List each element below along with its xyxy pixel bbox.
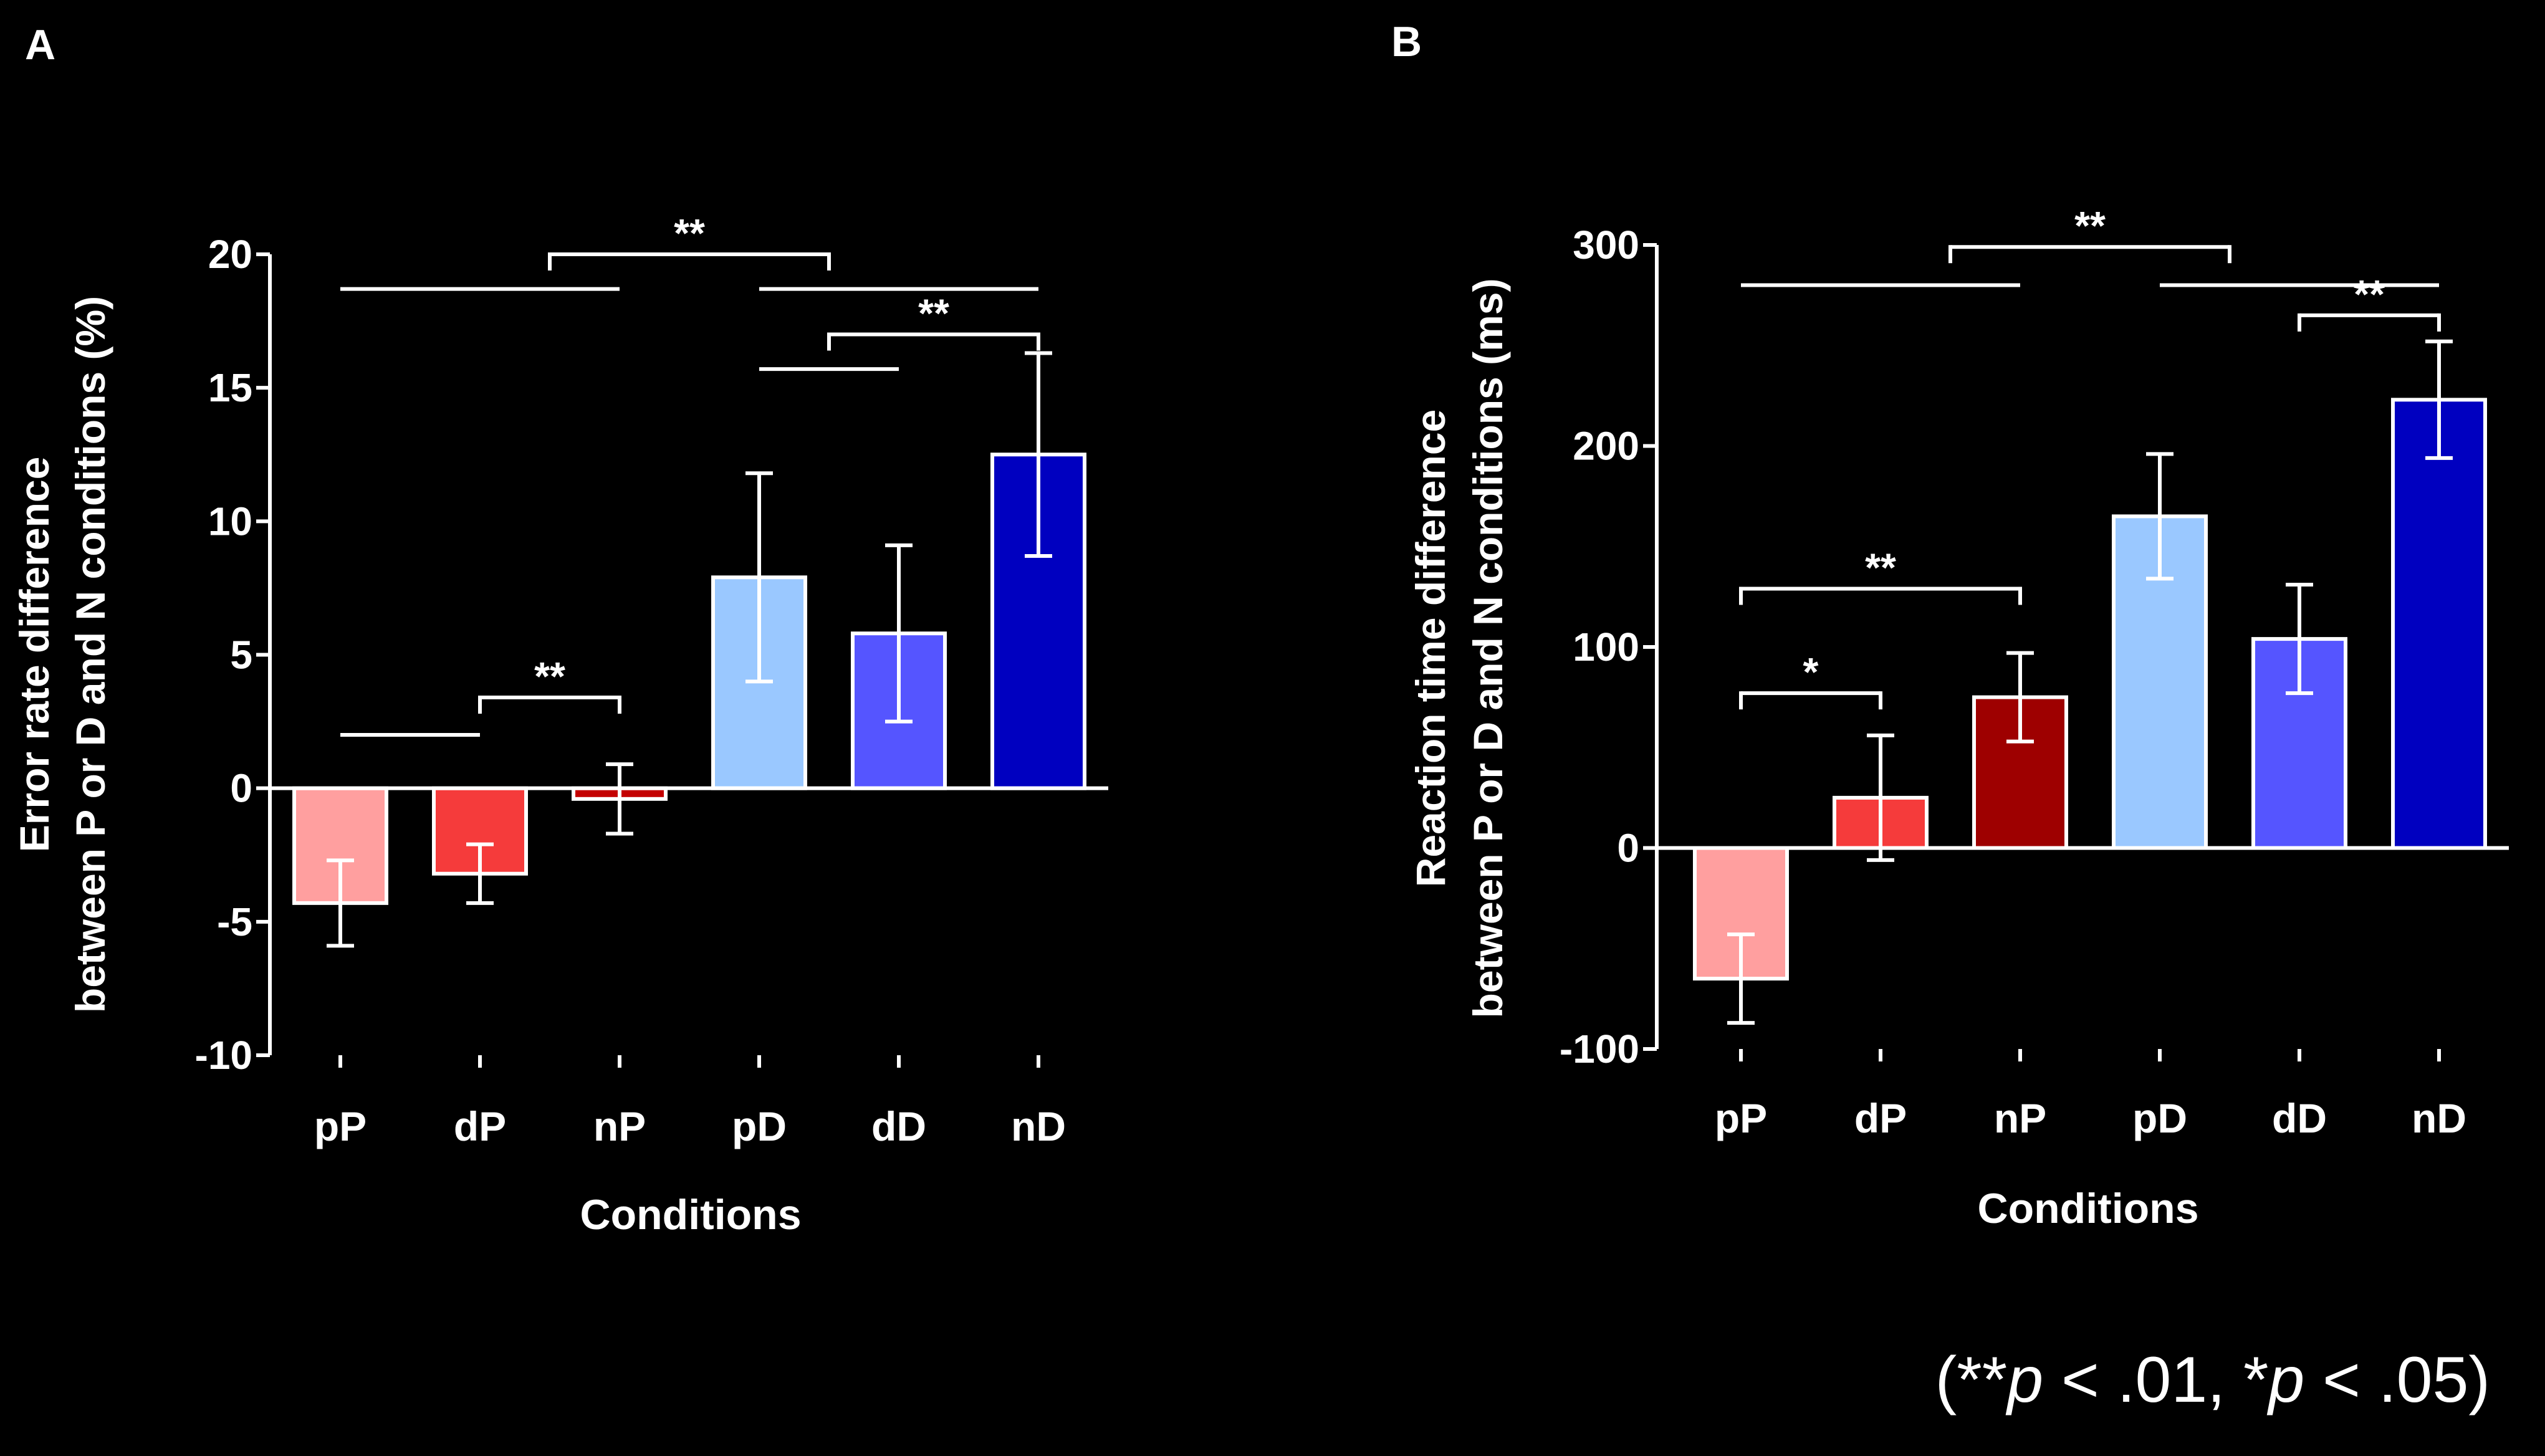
y-tick-label: 0 bbox=[230, 766, 252, 811]
y-tick-label: -10 bbox=[195, 1033, 253, 1078]
significance-label: ** bbox=[918, 291, 949, 336]
x-tick-label-dD: dD bbox=[871, 1103, 926, 1149]
x-tick-label-nP: nP bbox=[1994, 1095, 2046, 1141]
significance-label: ** bbox=[534, 654, 565, 699]
footnote-open: (** bbox=[1935, 1344, 2008, 1416]
x-tick-label-dP: dP bbox=[1854, 1095, 1907, 1141]
footnote-p-symbol-1: p bbox=[2007, 1344, 2044, 1416]
y-axis-label: between P or D and N conditions (%) bbox=[67, 296, 113, 1013]
panel-label: A bbox=[25, 21, 55, 69]
y-axis-label: Error rate difference bbox=[11, 457, 57, 853]
y-axis-label: between P or D and N conditions (ms) bbox=[1465, 279, 1511, 1018]
significance-label: * bbox=[1803, 649, 1819, 694]
x-tick-label-nD: nD bbox=[1011, 1103, 1066, 1149]
y-tick-label: 20 bbox=[208, 232, 252, 277]
panel-b-chart: B -100 0 100 200 300 Reaction time difference b… bbox=[1391, 18, 2509, 1232]
x-axis-label: Conditions bbox=[580, 1191, 801, 1238]
x-tick-label-pD: pD bbox=[2132, 1095, 2187, 1141]
y-tick-label: 200 bbox=[1573, 424, 1639, 469]
bar-nD bbox=[2391, 398, 2487, 850]
x-tick-label-pD: pD bbox=[732, 1103, 787, 1149]
x-tick-label-nP: nP bbox=[593, 1103, 646, 1149]
significance-label: ** bbox=[2074, 203, 2106, 248]
y-tick-label: 15 bbox=[208, 365, 252, 410]
y-tick-label: -100 bbox=[1560, 1027, 1639, 1071]
footnote-close: < .05) bbox=[2304, 1344, 2490, 1416]
footnote-mid: < .01, * bbox=[2043, 1344, 2269, 1416]
footnote-p-symbol-2: p bbox=[2268, 1344, 2305, 1416]
significance-label: ** bbox=[1865, 545, 1896, 590]
y-axis-label: Reaction time difference bbox=[1407, 410, 1454, 888]
y-tick-label: 5 bbox=[230, 633, 252, 678]
panel-a-chart: A -10 -5 0 5 10 15 20 Error rate difference betwe… bbox=[11, 21, 1108, 1238]
y-tick-label: 10 bbox=[208, 499, 252, 544]
x-axis-label: Conditions bbox=[1977, 1185, 2198, 1232]
significance-footnote: (**p < .01, *p < .05) bbox=[1935, 1343, 2490, 1417]
significance-label: ** bbox=[2354, 272, 2385, 317]
x-tick-label-pP: pP bbox=[314, 1103, 367, 1149]
x-tick-label-dP: dP bbox=[454, 1103, 506, 1149]
x-tick-label-nD: nD bbox=[2412, 1095, 2466, 1141]
y-tick-label: 100 bbox=[1573, 625, 1639, 669]
x-tick-label-dD: dD bbox=[2272, 1095, 2327, 1141]
y-tick-label: 0 bbox=[1617, 826, 1639, 871]
x-tick-label-pP: pP bbox=[1715, 1095, 1767, 1141]
panel-label: B bbox=[1391, 18, 1422, 65]
y-tick-label: 300 bbox=[1573, 223, 1639, 267]
y-tick-label: -5 bbox=[217, 899, 252, 944]
significance-label: ** bbox=[674, 211, 705, 256]
